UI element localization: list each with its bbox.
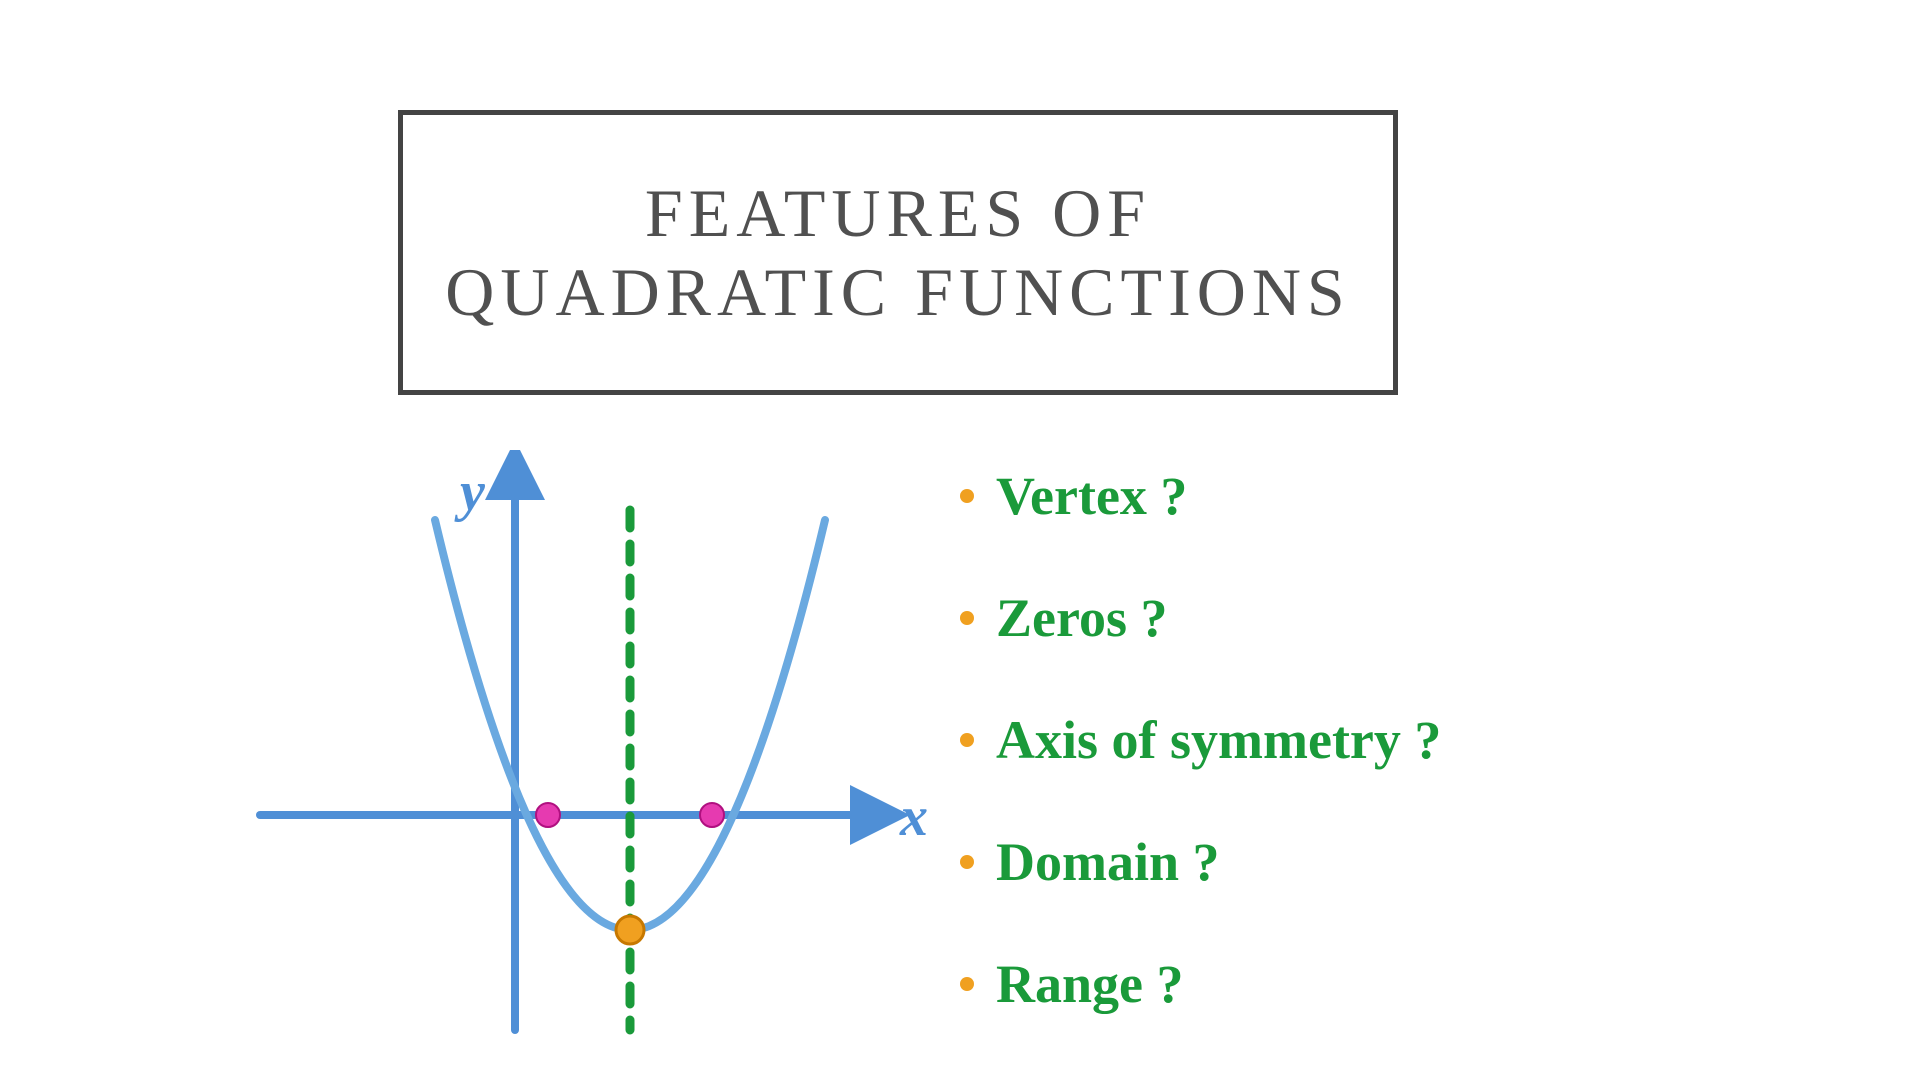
y-axis-label: y	[454, 461, 486, 523]
feature-item: Domain ?	[960, 831, 1780, 893]
slide-container: FEATURES OF QUADRATIC FUNCTIONS xy Verte…	[0, 0, 1920, 1080]
bullet-icon	[960, 611, 974, 625]
feature-item: Axis of symmetry ?	[960, 709, 1780, 771]
quadratic-graph: xy	[250, 450, 950, 1050]
bullet-icon	[960, 977, 974, 991]
bullet-icon	[960, 489, 974, 503]
feature-label: Vertex ?	[996, 465, 1187, 527]
feature-item: Vertex ?	[960, 465, 1780, 527]
feature-label: Axis of symmetry ?	[996, 709, 1441, 771]
vertex-point	[616, 916, 644, 944]
title-line-1: FEATURES OF	[645, 174, 1151, 252]
title-box: FEATURES OF QUADRATIC FUNCTIONS	[398, 110, 1398, 395]
x-axis-label: x	[899, 786, 928, 848]
zero-point-1	[536, 803, 560, 827]
zero-point-2	[700, 803, 724, 827]
graph-svg: xy	[250, 450, 950, 1050]
feature-label: Domain ?	[996, 831, 1220, 893]
title-line-2: QUADRATIC FUNCTIONS	[445, 253, 1351, 331]
bullet-icon	[960, 855, 974, 869]
feature-list: Vertex ? Zeros ? Axis of symmetry ? Domain …	[960, 465, 1780, 1045]
feature-label: Range ?	[996, 953, 1184, 1015]
feature-item: Range ?	[960, 953, 1780, 1015]
feature-label: Zeros ?	[996, 587, 1168, 649]
bullet-icon	[960, 733, 974, 747]
feature-item: Zeros ?	[960, 587, 1780, 649]
